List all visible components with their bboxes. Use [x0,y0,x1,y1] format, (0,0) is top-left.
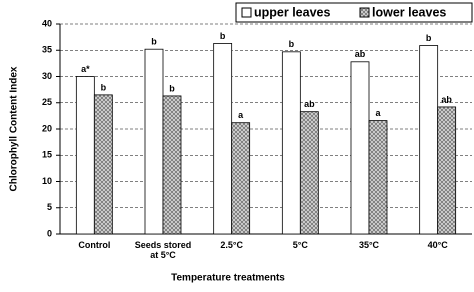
y-tick-label: 40 [42,18,52,28]
significance-label: b [426,33,432,43]
bar [437,106,457,235]
significance-label: b [220,31,226,41]
y-axis-title: Chlorophyll Content Index [9,66,20,191]
legend-box [235,2,473,23]
legend-swatch [359,7,370,18]
x-tick-label: 40°C [427,240,448,250]
x-axis-title: Temperature treatments [171,273,285,284]
significance-label: b [169,83,175,93]
y-tick-label: 35 [42,45,52,55]
significance-label: b [289,39,295,49]
x-tick-label: 35°C [358,240,380,250]
significance-label: a [238,110,244,120]
bar [299,111,319,235]
bar [144,48,164,235]
x-tick-label: 5°C [292,240,308,250]
significance-label: b [101,82,107,92]
x-tick-label: Seeds stored at 5°C [134,240,192,260]
bar [350,61,370,235]
y-tick-label: 30 [42,71,52,81]
bar [75,76,95,235]
legend-label: upper leaves [254,5,330,19]
bar [213,43,233,235]
y-tick-label: 25 [42,97,52,107]
legend-label: lower leaves [372,5,446,19]
y-tick-label: 5 [47,202,52,212]
y-tick-label: 10 [42,176,52,186]
y-tick-label: 0 [47,228,52,238]
legend-swatch [241,7,252,18]
significance-label: a* [81,64,90,74]
significance-label: ab [304,99,315,109]
y-tick-label: 15 [42,150,52,160]
bar [419,45,439,235]
significance-label: b [151,37,157,47]
bar [162,95,182,235]
y-tick-label: 20 [42,123,52,133]
significance-label: ab [441,94,452,104]
x-tick-label: Control [78,240,111,250]
significance-label: a [375,108,381,118]
x-tick-label: 2.5°C [220,240,243,250]
bar [281,51,301,235]
bar [231,122,251,235]
bar [93,94,113,235]
bar [368,120,388,235]
significance-label: ab [355,49,366,59]
